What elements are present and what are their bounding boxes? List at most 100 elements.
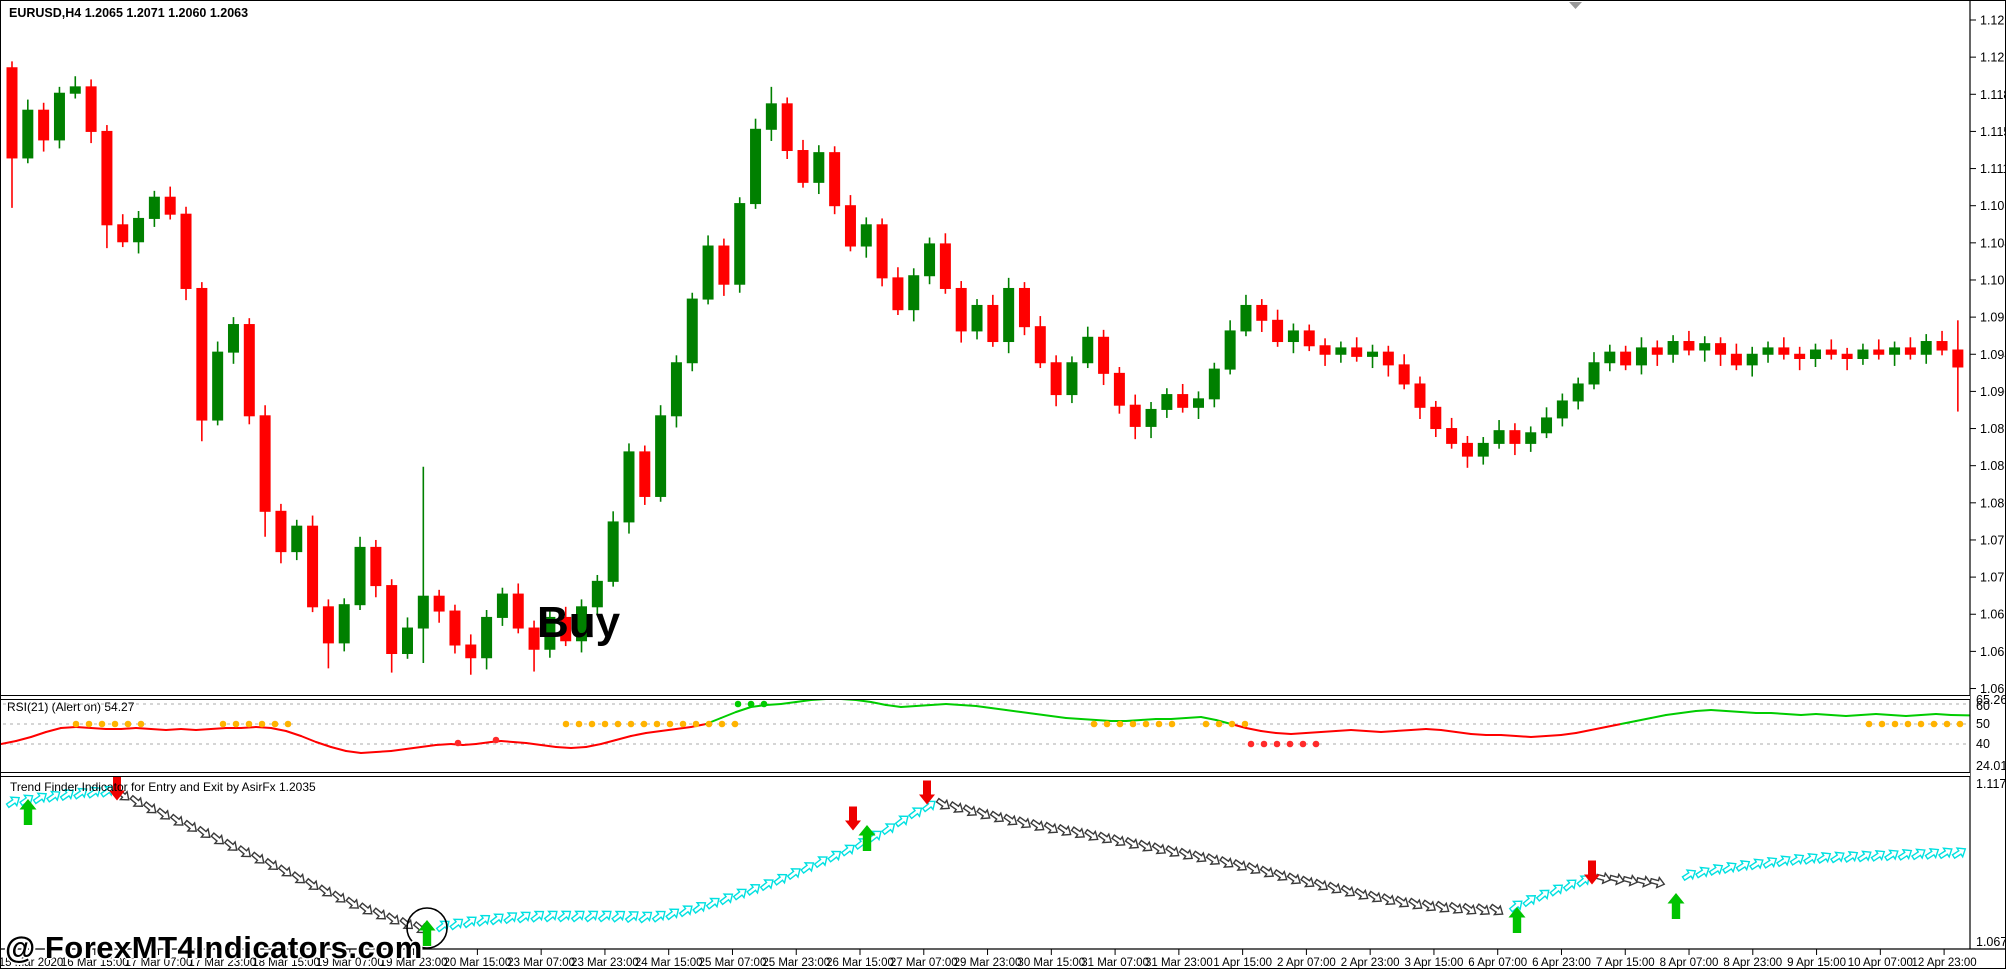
buy-signal-arrow-icon[interactable] [858, 825, 876, 851]
rsi-yellow-dot [98, 720, 106, 728]
candle-body [1034, 326, 1046, 364]
trend-down-arrow-icon [976, 807, 991, 820]
trend-down-arrow-icon [1300, 875, 1315, 888]
buy-signal-arrow-icon[interactable] [19, 799, 37, 825]
candle-body [1477, 442, 1489, 457]
trend-down-arrow-icon [1367, 890, 1383, 903]
trend-down-arrow-icon [1003, 813, 1018, 826]
candle-body [1620, 351, 1632, 366]
rsi-line-segment [500, 740, 514, 743]
trend-up-arrow-icon [1694, 866, 1710, 879]
trend-up-arrow-icon [800, 862, 815, 875]
panel-separator[interactable] [1, 772, 1970, 777]
trend-down-arrow-icon [304, 877, 319, 891]
candle-body [829, 152, 841, 207]
trend-down-arrow-icon [1595, 871, 1612, 885]
trend-up-arrow-icon [530, 910, 545, 923]
rsi-red-dot [1312, 740, 1320, 748]
trend-up-arrow-icon [1775, 855, 1791, 868]
rsi-yellow-dot [1155, 720, 1163, 728]
time-axis-label: 15 Mar 2020 [1, 957, 63, 969]
candle-body [955, 287, 967, 332]
panel-separator[interactable] [1, 695, 1970, 700]
candle-body [481, 616, 493, 659]
candle-body [338, 604, 350, 644]
trend-up-arrow-icon [732, 888, 747, 901]
buy-signal-arrow-icon[interactable] [1508, 907, 1526, 933]
candle-body [560, 616, 572, 642]
rsi-yellow-dot [1878, 720, 1886, 728]
rsi-line-segment [660, 728, 677, 732]
signal-highlight-circle [406, 907, 448, 949]
trend-down-arrow-icon [1608, 872, 1625, 886]
candle-body [1161, 394, 1173, 410]
time-axis-label: 10 Apr 07:00 [1848, 957, 1913, 969]
trend-up-arrow-icon [59, 789, 75, 802]
candle-body [639, 451, 651, 497]
sell-signal-arrow-icon[interactable] [919, 780, 935, 805]
candle-body [1066, 362, 1078, 396]
rsi-line-segment [945, 703, 962, 706]
trend-down-arrow-icon [962, 804, 978, 817]
rsi-line-segment [960, 704, 977, 707]
rsi-yellow-dot [679, 720, 687, 728]
candle-body [402, 627, 413, 655]
trend-down-arrow-icon [989, 810, 1005, 823]
trend-down-arrow-icon [1340, 884, 1356, 897]
rsi-line-segment [570, 746, 587, 749]
candle-body [1683, 341, 1695, 351]
sell-signal-arrow-icon[interactable] [845, 806, 861, 831]
time-axis[interactable] [1, 949, 2005, 968]
trend-up-arrow-icon [1924, 847, 1940, 860]
candle-body [1367, 351, 1379, 357]
candle-body [908, 275, 920, 311]
price-axis-label: 1.0905 [1980, 385, 2006, 399]
sell-signal-arrow-icon[interactable] [1584, 860, 1600, 885]
candle-body [133, 217, 145, 243]
trend-down-arrow-icon [156, 807, 171, 820]
time-axis-label: 31 Mar 23:00 [1145, 957, 1213, 969]
sell-signal-arrow-icon[interactable] [109, 776, 125, 801]
rsi-line-segment [1875, 713, 1892, 716]
trend-up-arrow-icon [1721, 862, 1737, 874]
rsi-line-segment [1065, 717, 1082, 720]
rsi-line-segment [270, 727, 287, 732]
trend-up-arrow-icon [435, 920, 450, 933]
candle-body [1287, 330, 1299, 343]
price-axis[interactable] [1970, 1, 2005, 949]
indicator-axis-label: 65.26 [1976, 693, 2006, 707]
buy-signal-arrow-icon[interactable] [418, 920, 436, 946]
time-axis-label: 19 Mar 23:00 [380, 957, 448, 969]
rsi-line-segment [1530, 735, 1547, 738]
rsi-line-segment [870, 701, 887, 706]
candle-body [781, 103, 793, 152]
trend-down-arrow-icon [1016, 816, 1032, 829]
trend-down-arrow-icon [1043, 821, 1059, 834]
rsi-yellow-dot [1904, 720, 1912, 728]
indicator-axis-label: 40 [1976, 737, 1990, 751]
rsi-line-segment [765, 703, 782, 706]
candle-body [1129, 404, 1141, 427]
candle-body [1936, 341, 1948, 351]
time-axis-label: 7 Apr 15:00 [1596, 957, 1655, 969]
trend-up-arrow-icon [1870, 849, 1886, 862]
rsi-line-segment [555, 746, 572, 749]
time-axis-label: 9 Apr 15:00 [1787, 957, 1846, 969]
time-axis-label: 25 Mar 23:00 [762, 957, 830, 969]
rsi-line-segment [1560, 732, 1577, 736]
rsi-line-segment [1425, 728, 1442, 731]
trend-down-arrow-icon [1219, 855, 1234, 868]
candle-body [1572, 383, 1584, 402]
candle-body [212, 351, 224, 421]
rsi-line-segment [435, 743, 452, 746]
rsi-yellow-dot [731, 720, 739, 728]
rsi-line-segment [1125, 719, 1142, 722]
rsi-line-segment [630, 732, 647, 737]
rsi-line-segment [255, 726, 272, 729]
trend-up-arrow-icon [1748, 858, 1764, 871]
trend-down-arrow-icon [169, 813, 184, 826]
buy-signal-arrow-icon[interactable] [1667, 893, 1685, 919]
time-axis-label: 2 Apr 23:00 [1341, 957, 1400, 969]
rsi-yellow-dot [1956, 720, 1964, 728]
